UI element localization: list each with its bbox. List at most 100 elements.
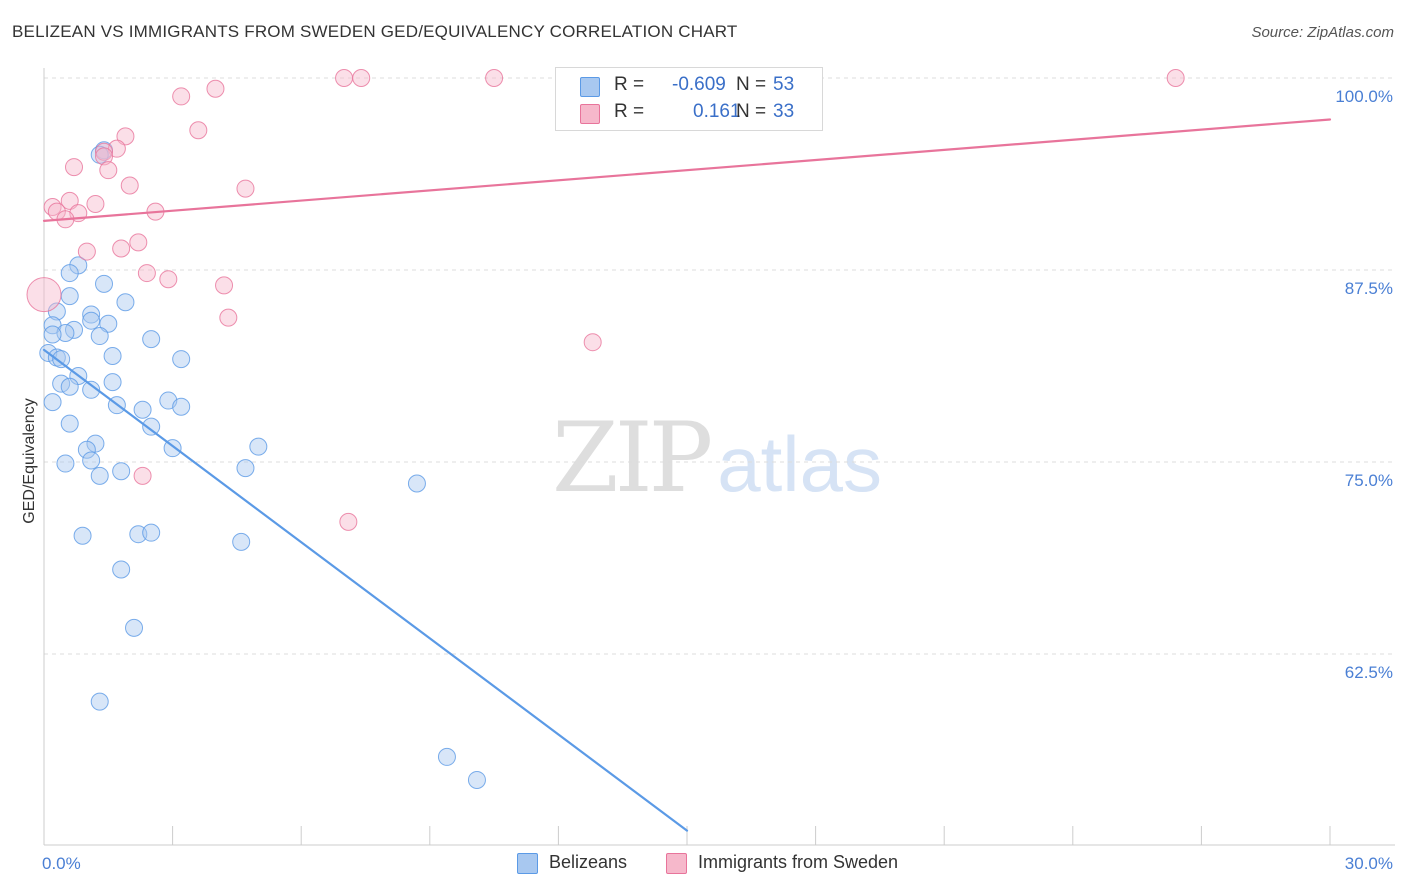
y-axis-label: GED/Equivalency	[21, 398, 38, 523]
data-point-sweden	[129, 233, 148, 252]
bottom-legend-swatch-sweden	[666, 853, 687, 874]
data-point-belizeans	[73, 526, 92, 545]
data-point-belizeans	[249, 437, 268, 456]
legend-n-label: N =	[736, 101, 767, 122]
y-tick-label: 100.0%	[1335, 87, 1393, 106]
data-point-belizeans	[90, 327, 109, 346]
legend-r-value: 0.161	[693, 101, 741, 122]
data-point-belizeans	[99, 314, 118, 333]
data-point-belizeans	[103, 373, 122, 392]
legend-swatch-sweden	[580, 104, 600, 124]
legend-n-value: 33	[773, 101, 795, 122]
data-point-belizeans	[52, 350, 71, 369]
data-point-sweden	[236, 179, 255, 198]
data-point-sweden	[352, 69, 371, 87]
trend-lines	[42, 118, 1332, 832]
data-point-sweden	[206, 79, 225, 98]
data-point-belizeans	[232, 532, 251, 551]
data-point-sweden	[116, 127, 135, 146]
data-point-sweden	[26, 277, 62, 313]
data-point-sweden	[159, 270, 178, 289]
legend-r-value: -0.609	[672, 74, 726, 95]
data-point-sweden	[189, 121, 208, 140]
data-point-belizeans	[103, 347, 122, 366]
data-point-belizeans	[60, 377, 79, 396]
y-tick-label: 62.5%	[1345, 663, 1393, 682]
data-point-belizeans	[56, 323, 75, 342]
data-point-sweden	[335, 69, 354, 87]
data-point-belizeans	[133, 400, 152, 419]
data-point-sweden	[95, 147, 114, 166]
data-point-sweden	[1166, 69, 1185, 87]
data-point-belizeans	[172, 350, 191, 369]
data-point-sweden	[65, 158, 84, 177]
data-point-belizeans	[60, 414, 79, 433]
data-point-belizeans	[437, 747, 456, 766]
bottom-legend-label-belizeans: Belizeans	[549, 852, 628, 872]
tick-labels: 100.0% 87.5% 75.0% 62.5% 0.0% 30.0% GED/Equiva…	[21, 87, 1393, 873]
watermark-atlas: atlas	[717, 420, 882, 508]
watermark: ZIP atlas	[552, 402, 882, 514]
data-point-sweden	[95, 142, 114, 161]
chart-title: BELIZEAN VS IMMIGRANTS FROM SWEDEN GED/E…	[12, 22, 738, 41]
legend-n-label: N =	[736, 74, 767, 95]
legend-n-value: 53	[773, 74, 795, 95]
data-point-belizeans	[172, 397, 191, 416]
data-point-belizeans	[90, 466, 109, 485]
bottom-legend-swatch-belizeans	[517, 853, 538, 874]
data-point-belizeans	[142, 417, 161, 436]
x-tick-label: 0.0%	[42, 854, 81, 873]
data-point-sweden	[133, 466, 152, 485]
data-point-sweden	[215, 276, 234, 295]
trend-line-sweden	[42, 118, 1332, 222]
legend-r-label: R =	[614, 74, 645, 95]
data-point-sweden	[120, 176, 139, 195]
data-point-sweden	[86, 194, 105, 213]
y-tick-label: 87.5%	[1345, 279, 1393, 298]
data-point-belizeans	[82, 451, 101, 470]
data-point-belizeans	[125, 618, 144, 637]
data-point-belizeans	[82, 305, 101, 324]
data-point-belizeans	[467, 770, 486, 789]
axes	[43, 68, 1395, 846]
data-point-belizeans	[112, 462, 131, 481]
data-point-sweden	[485, 69, 504, 87]
data-point-sweden	[339, 512, 358, 531]
data-point-sweden	[99, 161, 118, 180]
grid-lines	[44, 77, 1395, 655]
data-points	[26, 69, 1185, 789]
data-point-belizeans	[95, 274, 114, 293]
trend-line-belizeans	[42, 348, 689, 832]
data-point-belizeans	[82, 380, 101, 399]
watermark-zip: ZIP	[552, 402, 713, 514]
data-point-belizeans	[142, 523, 161, 542]
legend-swatch-belizeans	[580, 77, 600, 97]
data-point-belizeans	[236, 459, 255, 478]
source-credit: Source: ZipAtlas.com	[1251, 24, 1394, 41]
data-point-sweden	[219, 308, 238, 327]
data-point-belizeans	[82, 311, 101, 330]
data-point-belizeans	[90, 692, 109, 711]
data-point-sweden	[137, 264, 156, 283]
data-point-belizeans	[129, 525, 148, 544]
data-point-belizeans	[43, 393, 62, 412]
y-tick-label: 75.0%	[1345, 471, 1393, 490]
data-point-belizeans	[112, 560, 131, 579]
bottom-legend-label-sweden: Immigrants from Sweden	[698, 852, 899, 872]
data-point-belizeans	[60, 287, 79, 306]
legend-r-label: R =	[614, 101, 645, 122]
data-point-belizeans	[43, 325, 62, 344]
data-point-belizeans	[142, 330, 161, 349]
x-tick-label: 30.0%	[1345, 854, 1393, 873]
data-point-sweden	[112, 239, 131, 258]
data-point-belizeans	[60, 264, 79, 283]
data-point-belizeans	[56, 454, 75, 473]
data-point-sweden	[172, 87, 191, 106]
data-point-belizeans	[116, 293, 135, 312]
data-point-belizeans	[407, 474, 426, 493]
data-point-sweden	[583, 333, 602, 352]
data-point-sweden	[60, 191, 79, 210]
data-point-belizeans	[77, 440, 96, 459]
data-point-sweden	[77, 242, 96, 261]
